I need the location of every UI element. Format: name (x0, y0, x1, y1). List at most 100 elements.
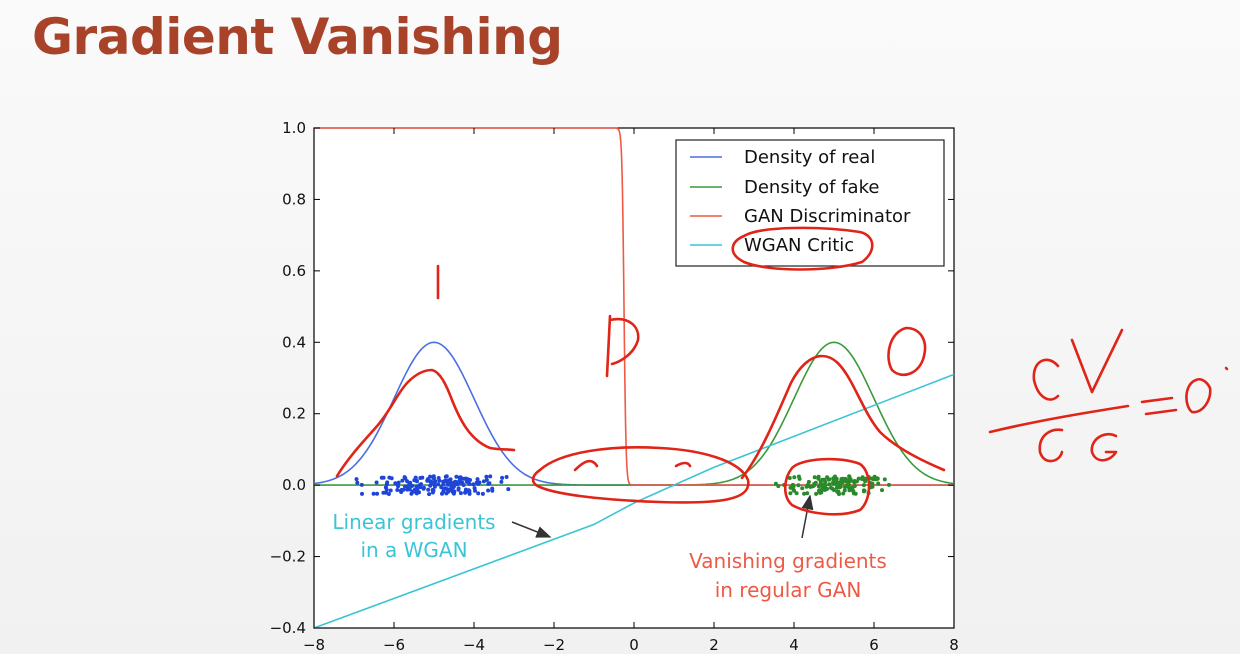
sample-point-0 (388, 488, 393, 493)
legend: Density of real Density of fake GAN Disc… (675, 139, 945, 267)
pen-formula-V (1070, 328, 1124, 394)
slide-title: Gradient Vanishing (32, 8, 563, 66)
sample-point-0 (427, 492, 432, 497)
sample-point-1 (831, 488, 836, 492)
sample-point-0 (354, 477, 359, 482)
sample-point-0 (451, 491, 456, 496)
sample-point-1 (805, 491, 810, 496)
sample-point-0 (407, 487, 412, 491)
sample-point-0 (480, 491, 485, 496)
sample-point-0 (430, 490, 435, 495)
sample-point-1 (810, 484, 814, 489)
pen-oval-middle (531, 446, 750, 504)
sample-point-0 (422, 485, 426, 490)
sample-point-0 (487, 481, 492, 486)
sample-point-0 (440, 491, 444, 496)
sample-point-0 (443, 478, 448, 483)
sample-point-0 (398, 488, 403, 493)
sample-point-1 (814, 491, 819, 496)
sample-point-0 (371, 491, 376, 496)
sample-point-0 (389, 476, 394, 481)
sample-point-1 (840, 479, 845, 484)
sample-point-1 (788, 491, 793, 496)
sample-point-0 (400, 478, 405, 483)
sample-point-0 (414, 491, 419, 496)
axis-layer: −8 −6 −4 −2 0 2 4 6 8 −0.4 −0.2 0.0 0.2 0.4 0.6 0.8 1.0 (270, 119, 959, 654)
sample-point-0 (355, 480, 360, 485)
sample-point-0 (484, 478, 489, 482)
sample-point-0 (432, 482, 437, 487)
legend-entry-real: Density of real (690, 147, 875, 168)
legend-entry-fake: Density of fake (690, 177, 879, 198)
sample-point-0 (444, 474, 449, 479)
sample-point-0 (383, 485, 388, 490)
x-tick-label: 2 (709, 636, 719, 654)
handwriting-overlay (335, 226, 1229, 516)
sample-point-1 (840, 476, 845, 481)
sample-point-0 (360, 491, 364, 496)
x-tick-label: −6 (383, 636, 405, 654)
sample-point-0 (506, 487, 511, 492)
sample-point-0 (475, 477, 480, 482)
pen-oval-fake-samples (783, 457, 871, 516)
pen-formula-G (1090, 432, 1118, 462)
sample-point-0 (447, 479, 452, 484)
sample-point-1 (792, 488, 797, 493)
sample-point-1 (792, 475, 797, 480)
sample-point-0 (466, 488, 471, 493)
sample-point-1 (796, 483, 801, 488)
legend-label-real: Density of real (744, 147, 875, 168)
annotation-arrow-1 (801, 494, 814, 539)
sample-point-0 (384, 490, 389, 495)
sample-point-1 (836, 481, 841, 486)
sample-point-1 (820, 485, 825, 490)
legend-label-wgan: WGAN Critic (744, 235, 854, 256)
x-tick-label: 8 (949, 636, 959, 654)
sample-point-1 (852, 484, 857, 488)
annotation-wgan: Linear gradients in a WGAN (332, 510, 495, 562)
sample-point-1 (880, 488, 884, 493)
x-tick-label: 0 (629, 636, 639, 654)
pen-mark-middle-2 (674, 461, 692, 468)
sample-point-0 (432, 476, 436, 481)
y-tick-label: 0.8 (282, 190, 306, 208)
x-tick-label: −8 (303, 636, 325, 654)
sample-point-0 (403, 476, 408, 481)
sample-point-1 (835, 489, 840, 494)
pen-fake-density-trace (740, 354, 946, 480)
sample-point-0 (473, 488, 477, 493)
annotation-gan-line1: Vanishing gradients (689, 549, 887, 573)
sample-point-1 (875, 476, 880, 481)
sample-point-0 (396, 484, 400, 489)
sample-point-0 (374, 480, 379, 485)
sample-point-0 (410, 483, 415, 488)
sample-point-1 (776, 484, 781, 489)
x-tick-label: 4 (789, 636, 799, 654)
sample-point-1 (788, 485, 793, 490)
sample-point-1 (830, 480, 835, 485)
sample-point-0 (499, 479, 504, 484)
pen-oval-legend (731, 226, 874, 271)
y-tick-label: 0.2 (282, 405, 306, 423)
sample-point-1 (823, 480, 828, 484)
legend-entry-gan: GAN Discriminator (690, 206, 911, 227)
sample-point-0 (396, 480, 401, 485)
sample-point-1 (846, 484, 851, 489)
sample-point-0 (476, 491, 481, 496)
sample-point-1 (841, 491, 846, 496)
sample-point-0 (408, 480, 413, 485)
sample-point-0 (436, 482, 441, 487)
sample-point-1 (818, 482, 823, 487)
pen-formula-zero (1185, 377, 1212, 414)
series-line-3 (313, 373, 955, 629)
sample-point-1 (816, 476, 821, 481)
sample-point-1 (800, 486, 805, 491)
sample-point-0 (403, 484, 407, 489)
sample-point-1 (856, 476, 861, 481)
sample-point-0 (439, 485, 444, 490)
sample-point-0 (449, 488, 454, 493)
sample-point-0 (481, 479, 486, 484)
sample-point-0 (458, 475, 463, 480)
sample-point-1 (812, 475, 817, 480)
